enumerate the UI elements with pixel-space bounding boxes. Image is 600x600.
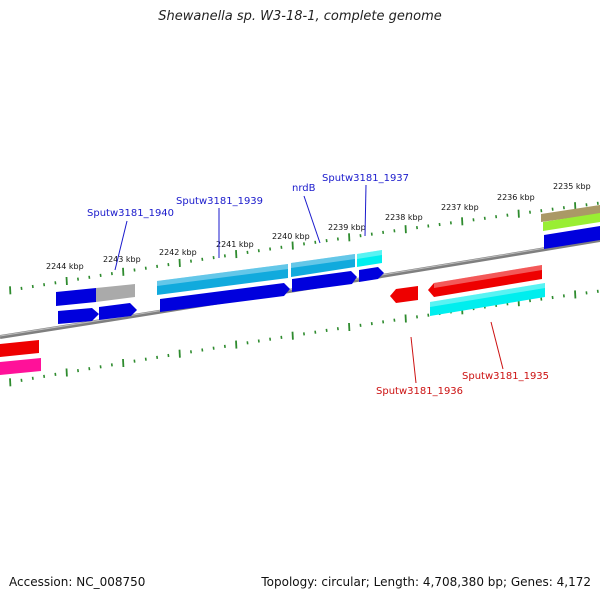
gene-labels: Sputw3181_1940 Sputw3181_1939 nrdB Sputw… — [87, 173, 549, 397]
gene-left-edge-pink[interactable] — [0, 358, 41, 375]
gene-sputw3181-1940-a[interactable] — [56, 288, 96, 306]
leader-nrdb — [303, 195, 321, 244]
leader-sputw3181-1937 — [364, 184, 367, 237]
label-sputw3181-1937[interactable]: Sputw3181_1937 — [322, 173, 409, 184]
reverse-genes — [0, 265, 545, 375]
kbp-label-2243: 2243 kbp — [103, 255, 141, 264]
kbp-label-2236: 2236 kbp — [497, 193, 535, 202]
kbp-label-2237: 2237 kbp — [441, 203, 479, 212]
kbp-label-2238: 2238 kbp — [385, 213, 423, 222]
label-sputw3181-1940[interactable]: Sputw3181_1940 — [87, 208, 174, 219]
gene-sputw3181-1940-b[interactable] — [96, 284, 135, 302]
kbp-label-2244: 2244 kbp — [46, 262, 84, 271]
gene-shading — [157, 250, 545, 307]
kbp-label-2235: 2235 kbp — [553, 182, 591, 191]
gene-sputw3181-1939[interactable] — [157, 264, 288, 295]
kbp-label-2241: 2241 kbp — [216, 240, 254, 249]
map-title: Shewanella sp. W3-18-1, complete genome — [158, 9, 442, 24]
label-leader-lines — [114, 184, 504, 384]
gene-fwd-inner-6[interactable] — [544, 226, 600, 249]
kbp-label-2242: 2242 kbp — [159, 248, 197, 257]
gene-far-right-olive[interactable] — [541, 205, 600, 222]
label-nrdb[interactable]: nrdB — [292, 183, 316, 194]
gene-sputw3181-1935-inner[interactable] — [430, 283, 545, 316]
gene-fwd-inner-4[interactable] — [292, 271, 357, 292]
leader-sputw3181-1935 — [490, 321, 504, 370]
gene-fwd-inner-1[interactable] — [58, 308, 99, 324]
gene-sputw3181-1935-outer[interactable] — [428, 265, 542, 297]
gene-fwd-inner-2[interactable] — [99, 303, 137, 320]
kbp-label-2240: 2240 kbp — [272, 232, 310, 241]
forward-outer-genes — [56, 205, 600, 306]
gene-fwd-inner-5[interactable] — [359, 267, 384, 282]
kbp-label-2239: 2239 kbp — [328, 223, 366, 232]
gene-left-edge-red[interactable] — [0, 340, 39, 357]
kbp-labels: 2244 kbp 2243 kbp 2242 kbp 2241 kbp 2240… — [46, 182, 591, 271]
upper-tick-track — [9, 201, 599, 295]
accession-label: Accession: NC_008750 — [9, 575, 146, 589]
label-sputw3181-1935[interactable]: Sputw3181_1935 — [462, 371, 549, 382]
gene-fwd-inner-3[interactable] — [160, 283, 290, 312]
leader-sputw3181-1940 — [114, 220, 128, 271]
forward-inner-genes — [58, 226, 600, 324]
topology-summary: Topology: circular; Length: 4,708,380 bp… — [261, 575, 591, 589]
label-sputw3181-1939[interactable]: Sputw3181_1939 — [176, 196, 263, 207]
gene-sputw3181-1936[interactable] — [390, 286, 418, 303]
gene-far-right-lime[interactable] — [543, 213, 600, 231]
gene-sputw3181-1937[interactable] — [357, 250, 382, 267]
leader-sputw3181-1936 — [410, 336, 417, 384]
label-sputw3181-1936[interactable]: Sputw3181_1936 — [376, 386, 463, 397]
gene-nrdb[interactable] — [291, 254, 355, 277]
